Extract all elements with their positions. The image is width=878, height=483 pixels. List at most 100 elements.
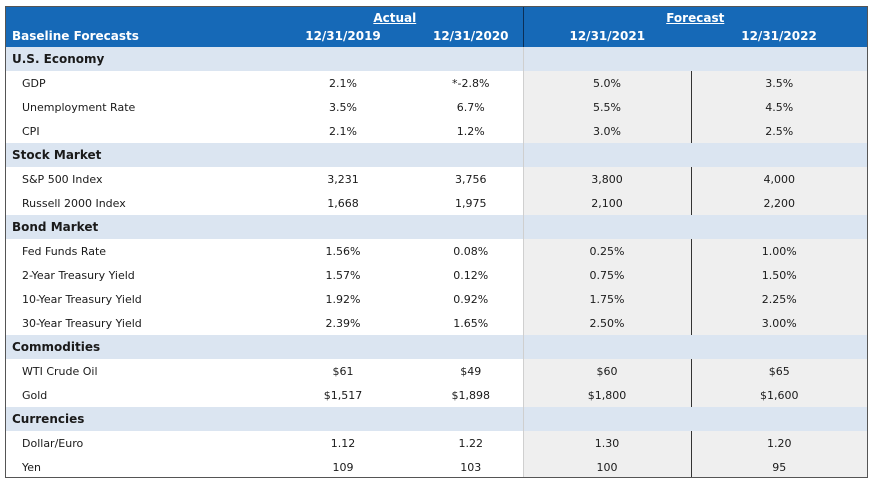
section-band-cell	[691, 335, 867, 359]
section-band-cell	[419, 215, 524, 239]
section-row-bond-market: Bond Market	[6, 215, 867, 239]
value-cell-2022: 95	[690, 455, 867, 477]
table-row: 10-Year Treasury Yield 1.92% 0.92% 1.75% 2.2…	[6, 287, 867, 311]
section-band-cell	[691, 143, 867, 167]
actual-group-header: Actual	[267, 7, 524, 25]
value-cell-2020: 0.08%	[453, 244, 489, 258]
value-cell-2022: 3.5%	[690, 71, 867, 95]
section-band-cell	[691, 47, 867, 71]
row-label-gold: Gold	[22, 388, 48, 402]
section-row-stock-market: Stock Market	[6, 143, 867, 167]
date-header-2022: 12/31/2022	[691, 25, 867, 47]
section-row-currencies: Currencies	[6, 407, 867, 431]
value-cell-2019: 2.1%	[329, 76, 357, 90]
value-cell-2019: 1.12	[330, 436, 356, 450]
section-band-cell	[267, 335, 419, 359]
value-cell-2022: $65	[690, 359, 867, 383]
section-label: Currencies	[6, 407, 267, 431]
table-row: Dollar/Euro 1.12 1.22 1.30 1.20	[6, 431, 867, 455]
baseline-forecasts-table: Actual Forecast Baseline Forecasts 12/31…	[6, 7, 867, 477]
value-cell-2021: 0.75%	[522, 263, 692, 287]
row-label-cpi: CPI	[22, 124, 40, 138]
value-cell-2019: 3.5%	[329, 100, 357, 114]
value-cell-2021: 100	[522, 455, 692, 477]
value-cell-2022: 1.50%	[690, 263, 867, 287]
table-title: Baseline Forecasts	[6, 25, 267, 47]
value-cell-2020: 1.22	[458, 436, 484, 450]
section-band-cell	[267, 143, 419, 167]
table-row: Russell 2000 Index 1,668 1,975 2,100 2,200	[6, 191, 867, 215]
forecast-group-label: Forecast	[666, 11, 725, 25]
table-header: Actual Forecast Baseline Forecasts 12/31…	[6, 7, 867, 47]
row-label-10-year-treasury-yield: 10-Year Treasury Yield	[22, 292, 142, 306]
value-cell-2020: *-2.8%	[452, 76, 490, 90]
value-cell-2022: 2.25%	[690, 287, 867, 311]
section-band-cell	[522, 335, 692, 359]
row-label-2-year-treasury-yield: 2-Year Treasury Yield	[22, 268, 135, 282]
value-cell-2021: 0.25%	[522, 239, 692, 263]
date-header-2020: 12/31/2020	[419, 25, 524, 47]
section-band-cell	[691, 215, 867, 239]
value-cell-2022: 2,200	[690, 191, 867, 215]
forecast-table-frame: Actual Forecast Baseline Forecasts 12/31…	[5, 6, 868, 478]
section-band-cell	[419, 47, 524, 71]
value-cell-2022: 1.20	[690, 431, 867, 455]
row-label-30-year-treasury-yield: 30-Year Treasury Yield	[22, 316, 142, 330]
section-band-cell	[419, 335, 524, 359]
value-cell-2020: $49	[460, 364, 482, 378]
value-cell-2021: 3.0%	[522, 119, 692, 143]
value-cell-2020: 1,975	[455, 196, 487, 210]
value-cell-2019: $61	[332, 364, 354, 378]
row-label-unemployment-rate: Unemployment Rate	[22, 100, 136, 114]
date-header-2019: 12/31/2019	[267, 25, 419, 47]
value-cell-2019: 1.92%	[325, 292, 361, 306]
section-band-cell	[419, 143, 524, 167]
value-cell-2019: 2.1%	[329, 124, 357, 138]
value-cell-2022: $1,600	[690, 383, 867, 407]
value-cell-2019: 3,231	[327, 172, 359, 186]
value-cell-2020: 1.2%	[456, 124, 485, 138]
section-band-cell	[522, 143, 692, 167]
value-cell-2020: 3,756	[455, 172, 487, 186]
value-cell-2021: 3,800	[522, 167, 692, 191]
row-label-wti-crude-oil: WTI Crude Oil	[22, 364, 98, 378]
value-cell-2020: $1,898	[451, 388, 491, 402]
value-cell-2019: 1.57%	[325, 268, 361, 282]
section-row-u-s-economy: U.S. Economy	[6, 47, 867, 71]
row-label-sandp-500-index: S&P 500 Index	[22, 172, 103, 186]
section-label: Commodities	[6, 335, 267, 359]
value-cell-2021: 2.50%	[522, 311, 692, 335]
header-group-row: Actual Forecast	[6, 7, 867, 25]
section-band-cell	[267, 47, 419, 71]
forecast-group-header: Forecast	[522, 7, 867, 25]
value-cell-2021: 5.0%	[522, 71, 692, 95]
section-label: U.S. Economy	[6, 47, 267, 71]
table-row: GDP 2.1% *-2.8% 5.0% 3.5%	[6, 71, 867, 95]
value-cell-2020: 0.92%	[453, 292, 489, 306]
value-cell-2021: 2,100	[522, 191, 692, 215]
table-row: S&P 500 Index 3,231 3,756 3,800 4,000	[6, 167, 867, 191]
value-cell-2022: 2.5%	[690, 119, 867, 143]
row-label-fed-funds-rate: Fed Funds Rate	[22, 244, 107, 258]
section-row-commodities: Commodities	[6, 335, 867, 359]
row-label-dollar-euro: Dollar/Euro	[22, 436, 84, 450]
row-label-russell-2000-index: Russell 2000 Index	[22, 196, 126, 210]
value-cell-2022: 1.00%	[690, 239, 867, 263]
actual-group-label: Actual	[373, 11, 417, 25]
section-band-cell	[419, 407, 524, 431]
value-cell-2019: 1.56%	[325, 244, 361, 258]
section-band-cell	[691, 407, 867, 431]
section-band-cell	[267, 215, 419, 239]
value-cell-2020: 1.65%	[453, 316, 489, 330]
section-band-cell	[522, 407, 692, 431]
header-spacer	[6, 7, 267, 25]
table-row: CPI 2.1% 1.2% 3.0% 2.5%	[6, 119, 867, 143]
value-cell-2019: 1,668	[327, 196, 359, 210]
table-row: Fed Funds Rate 1.56% 0.08% 0.25% 1.00%	[6, 239, 867, 263]
value-cell-2021: 5.5%	[522, 95, 692, 119]
table-row: Unemployment Rate 3.5% 6.7% 5.5% 4.5%	[6, 95, 867, 119]
value-cell-2022: 4.5%	[690, 95, 867, 119]
value-cell-2019: $1,517	[323, 388, 363, 402]
value-cell-2019: 109	[332, 460, 354, 474]
section-band-cell	[267, 407, 419, 431]
